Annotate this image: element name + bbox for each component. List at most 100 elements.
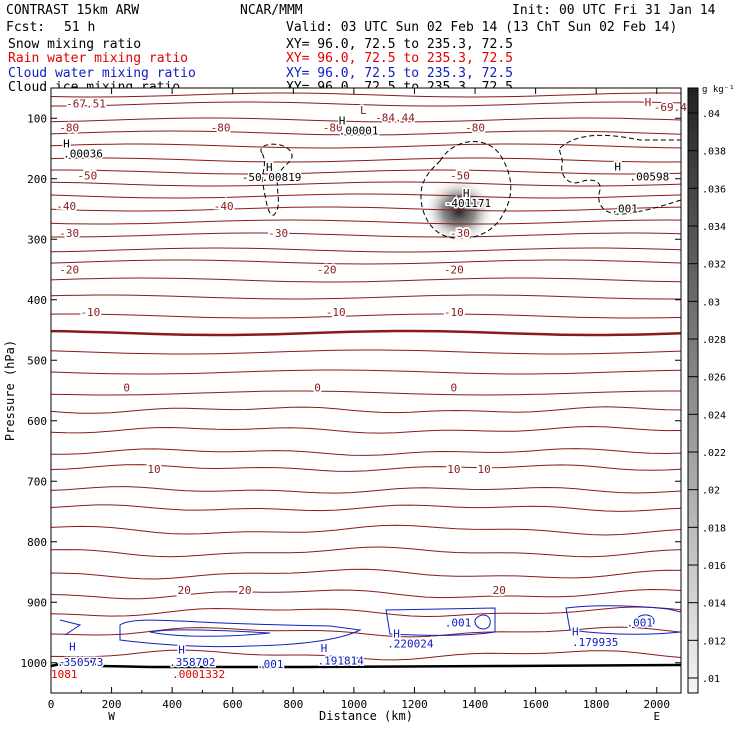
extremum-label: .00036 bbox=[63, 148, 103, 161]
colorbar-tick-label: .026 bbox=[702, 373, 726, 384]
cloudwater-contour-1 bbox=[119, 619, 362, 648]
isotherm-line bbox=[50, 277, 682, 283]
x-tick-label: 1000 bbox=[341, 698, 368, 711]
isotherm-label: -50 bbox=[450, 170, 470, 183]
isotherm-label: 20 bbox=[178, 584, 191, 597]
isotherm-line bbox=[50, 448, 682, 456]
isotherm-line bbox=[50, 369, 682, 375]
extremum-label: .001 bbox=[445, 616, 472, 629]
isotherm-label: -30 bbox=[268, 227, 288, 240]
isotherm-line bbox=[51, 232, 682, 238]
isotherm-line bbox=[50, 206, 682, 212]
extremum-label: .001 bbox=[626, 616, 653, 629]
isotherm-label: -20 bbox=[444, 264, 464, 277]
field-xy-cloudwater: XY= 96.0, 72.5 to 235.3, 72.5 bbox=[286, 66, 513, 81]
isotherm-label: -30 bbox=[450, 227, 470, 240]
colorbar-tick-label: .028 bbox=[702, 335, 726, 346]
colorbar-tick-label: .04 bbox=[702, 109, 720, 120]
cloudwater-contour-2 bbox=[149, 629, 271, 637]
extremum-label: H bbox=[339, 114, 346, 127]
isotherm-line bbox=[50, 219, 682, 225]
field-xy-snow: XY= 96.0, 72.5 to 235.3, 72.5 bbox=[286, 37, 513, 52]
isotherm-label: 0 bbox=[123, 381, 130, 394]
isotherm-label: 0 bbox=[314, 381, 321, 394]
colorbar-tick-label: .034 bbox=[702, 222, 726, 233]
isotherm-line bbox=[50, 247, 682, 253]
colorbar-unit: g kg⁻¹ bbox=[702, 85, 735, 95]
extremum-label: H bbox=[69, 641, 76, 654]
colorbar-tick-label: .03 bbox=[702, 297, 720, 308]
x-end-label-east: E bbox=[653, 710, 660, 723]
isotherm-line bbox=[50, 546, 682, 558]
snow-contour-3 bbox=[559, 134, 682, 215]
isotherm-line bbox=[51, 169, 682, 175]
isotherm-line bbox=[50, 259, 682, 265]
isotherm-line bbox=[50, 588, 682, 600]
x-tick-label: 1600 bbox=[522, 698, 549, 711]
isotherm-label: -40 bbox=[56, 200, 76, 213]
isotherm-label: -20 bbox=[317, 264, 337, 277]
x-tick-label: 200 bbox=[102, 698, 122, 711]
colorbar-tick-label: .02 bbox=[702, 486, 720, 497]
extremum-label: -69.45 bbox=[654, 101, 694, 114]
fcst-label: Fcst: bbox=[6, 20, 45, 35]
y-tick-label: 500 bbox=[27, 354, 47, 367]
isotherm-line bbox=[50, 143, 682, 149]
cloudwater-contour-6 bbox=[635, 614, 655, 628]
x-tick-label: 800 bbox=[283, 698, 303, 711]
colorbar-tick-label: .012 bbox=[702, 636, 726, 647]
init-time: Init: 00 UTC Fri 31 Jan 14 bbox=[512, 3, 716, 18]
y-tick-label: 800 bbox=[27, 536, 47, 549]
snow-contour-2 bbox=[420, 141, 512, 240]
extremum-label: .001 bbox=[611, 203, 638, 216]
colorbar-tick-label: .032 bbox=[702, 260, 726, 271]
colorbar-tick-label: .038 bbox=[702, 147, 726, 158]
cloudwater-contour-3 bbox=[385, 607, 496, 636]
isotherm-line bbox=[50, 130, 682, 136]
isotherm-label: -20 bbox=[59, 264, 79, 277]
isotherm-line bbox=[50, 390, 681, 396]
isotherm-line bbox=[50, 464, 682, 472]
extremum-label: H bbox=[614, 160, 621, 173]
isotherm-label: -80 bbox=[211, 121, 231, 134]
snow-contour-1 bbox=[260, 143, 293, 216]
isotherm-label: 10 bbox=[478, 463, 491, 476]
extremum-label: H bbox=[645, 96, 652, 109]
y-tick-label: 700 bbox=[27, 475, 47, 488]
x-tick-label: 0 bbox=[48, 698, 55, 711]
isotherm-line bbox=[50, 193, 682, 199]
isotherm-line bbox=[50, 181, 682, 187]
isotherm-label: 10 bbox=[447, 463, 460, 476]
isotherm-line bbox=[50, 329, 682, 337]
extremum-label: -401171 bbox=[445, 197, 491, 210]
model-title: CONTRAST 15km ARW bbox=[6, 3, 139, 18]
field-name-rain: Rain water mixing ratio bbox=[8, 51, 188, 66]
colorbar-tick-label: .018 bbox=[702, 523, 726, 534]
extremum-label: -67.51 bbox=[66, 97, 106, 110]
isotherm-line bbox=[51, 101, 682, 107]
isotherm-label: -50 bbox=[77, 170, 97, 183]
isotherm-line bbox=[50, 406, 682, 414]
x-axis-label: Distance (km) bbox=[319, 709, 413, 723]
extremum-label: .001 bbox=[257, 658, 284, 671]
extremum-label: .220024 bbox=[387, 638, 434, 651]
isotherm-line bbox=[50, 524, 682, 536]
extremum-label: L bbox=[360, 104, 367, 117]
y-tick-label: 400 bbox=[27, 294, 47, 307]
isotherm-label: 20 bbox=[238, 584, 251, 597]
field-name-cloudwater: Cloud water mixing ratio bbox=[8, 66, 196, 81]
extremum-label: H bbox=[393, 627, 400, 640]
extremum-label: .179935 bbox=[572, 636, 618, 649]
y-tick-label: 1000 bbox=[21, 657, 48, 670]
plot-area: -80 -80 -80 -80 -50 -50 -40 -40 -30 -30 -30 -20 -20 -… bbox=[50, 87, 695, 694]
extremum-label: .350573 bbox=[57, 656, 103, 669]
extremum-label: H bbox=[463, 187, 470, 200]
cloudwater-contour-7 bbox=[59, 619, 82, 636]
colorbar-ramp bbox=[687, 87, 699, 694]
isotherm-line bbox=[50, 649, 682, 661]
plot-frame-bg bbox=[51, 88, 681, 693]
y-tick-label: 600 bbox=[27, 415, 47, 428]
isotherm-label: -10 bbox=[80, 306, 100, 319]
extremum-label: .358702 bbox=[169, 656, 215, 669]
isotherm-label: -80 bbox=[323, 121, 343, 134]
